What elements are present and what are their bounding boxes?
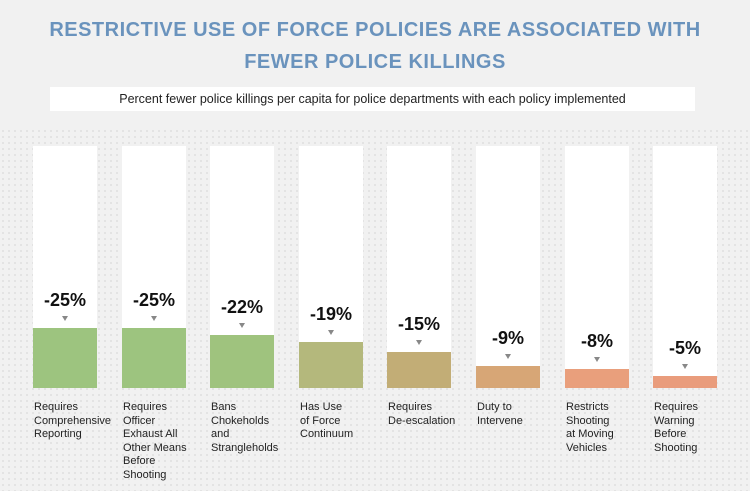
- category-label: Requires Warning Before Shooting: [654, 401, 699, 454]
- pointer-triangle-icon: [239, 322, 245, 328]
- pointer-triangle-icon: [62, 315, 68, 321]
- pointer-triangle-icon: [328, 330, 334, 336]
- data-label: -15%: [397, 313, 441, 334]
- bar-column-background: -25%: [33, 146, 97, 388]
- bar-column-background: -8%: [565, 146, 629, 388]
- bar-column-background: -9%: [476, 146, 540, 388]
- category-label: Requires Comprehensive Reporting: [34, 401, 112, 440]
- bar-column-background: -19%: [299, 146, 363, 388]
- bar: [387, 351, 451, 388]
- pointer-triangle-icon: [594, 356, 600, 362]
- pointer-triangle-icon: [505, 354, 511, 360]
- pointer-triangle-icon: [151, 315, 157, 321]
- bar: [476, 366, 540, 388]
- bar: [299, 342, 363, 388]
- data-label: -5%: [668, 337, 701, 358]
- pointer-triangle-icon: [416, 339, 422, 345]
- category-label: Has Use of Force Continuum: [300, 401, 354, 440]
- bar-column-background: -5%: [653, 146, 717, 388]
- bar-column-background: -15%: [387, 146, 451, 388]
- category-label: Bans Chokeholds and Strangleholds: [211, 401, 279, 454]
- bar: [210, 334, 274, 388]
- data-label: -9%: [491, 328, 524, 349]
- bar: [653, 375, 717, 388]
- category-label: Restricts Shooting at Moving Vehicles: [566, 401, 614, 454]
- category-label: Duty to Intervene: [477, 401, 523, 427]
- bar: [565, 368, 629, 388]
- pointer-triangle-icon: [682, 363, 688, 369]
- data-label: -22%: [220, 296, 264, 317]
- data-label: -19%: [309, 304, 353, 325]
- category-label: Requires Officer Exhaust All Other Means…: [123, 401, 187, 481]
- data-label: -8%: [580, 330, 613, 351]
- chart-subtitle: Percent fewer police killings per capita…: [50, 87, 695, 111]
- data-label: -25%: [132, 289, 176, 310]
- bar: [122, 327, 186, 388]
- data-label: -25%: [43, 289, 87, 310]
- bar-column-background: -25%: [122, 146, 186, 388]
- category-label: Requires De-escalation: [388, 401, 456, 427]
- bar-column-background: -22%: [210, 146, 274, 388]
- chart-title: RESTRICTIVE USE OF FORCE POLICIES ARE AS…: [49, 19, 701, 73]
- bar: [33, 327, 97, 388]
